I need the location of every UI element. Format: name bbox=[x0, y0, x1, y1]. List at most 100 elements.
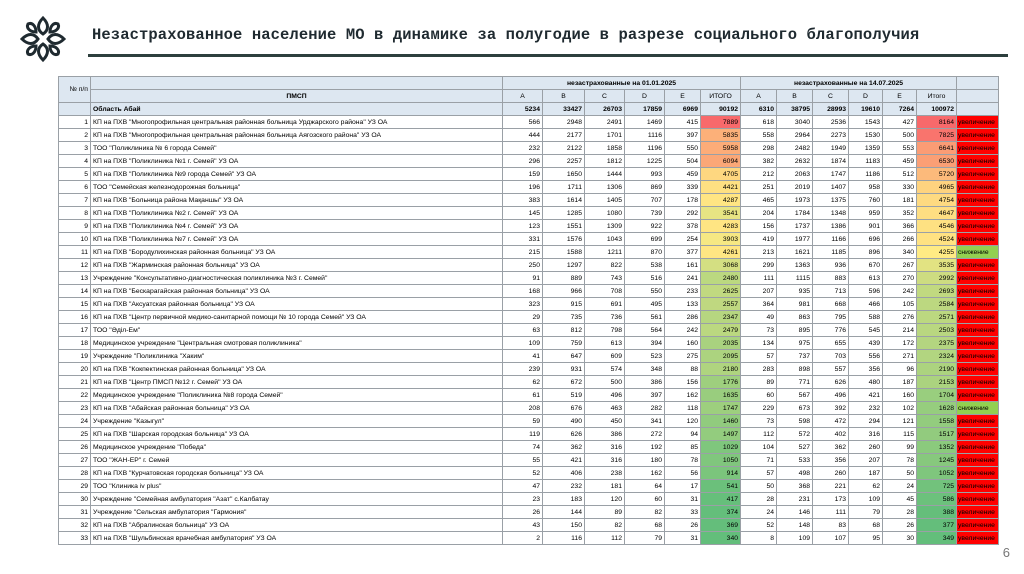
value-jul: 352 bbox=[882, 206, 918, 220]
table-row: 31 Учреждение "Сельская амбулатория "Гарм… bbox=[58, 505, 1000, 519]
value-jan: 459 bbox=[664, 167, 701, 181]
trend-badge: снижение bbox=[956, 245, 1000, 259]
facility-name: Учреждение "Сельская амбулатория "Гармон… bbox=[90, 505, 503, 519]
value-jan: 993 bbox=[624, 167, 665, 181]
value-jan: 798 bbox=[584, 323, 625, 337]
table-row: 21 КП на ПХВ "Центр ПМСП №12 г. Семей" УЗ… bbox=[58, 375, 1000, 389]
total-jul: 2503 bbox=[916, 323, 958, 337]
value-jan: 112 bbox=[584, 531, 625, 545]
value-jan: 59 bbox=[502, 414, 543, 428]
value-jan: 707 bbox=[624, 193, 665, 207]
value-jan: 88 bbox=[664, 362, 701, 376]
value-jan: 29 bbox=[502, 310, 543, 324]
value-jul: 214 bbox=[882, 323, 918, 337]
value-jul: 62 bbox=[848, 479, 884, 493]
table-row: 4 КП на ПХВ "Поликлиника №1 г. Семей" УЗ … bbox=[58, 154, 1000, 168]
value-jan: 415 bbox=[664, 115, 701, 129]
total-jul: 586 bbox=[916, 492, 958, 506]
value-jul: 173 bbox=[812, 492, 850, 506]
value-jul: 78 bbox=[882, 453, 918, 467]
value-jan: 232 bbox=[542, 479, 585, 493]
value-jul: 1737 bbox=[776, 219, 814, 233]
value-jan: 574 bbox=[584, 362, 625, 376]
value-jul: 696 bbox=[848, 232, 884, 246]
value-jan: 561 bbox=[624, 310, 665, 324]
row-number: 25 bbox=[58, 427, 91, 441]
table-row: 33 КП на ПХВ "Шульбинская врачебная амбул… bbox=[58, 531, 1000, 545]
facility-name: Медицинское учреждение "Центральная смот… bbox=[90, 336, 503, 350]
value-jan: 89 bbox=[584, 505, 625, 519]
value-jul: 276 bbox=[882, 310, 918, 324]
total-jul: 1704 bbox=[916, 388, 958, 402]
total-jul: 4965 bbox=[916, 180, 958, 194]
trend-badge: увеличение bbox=[956, 154, 1000, 168]
total-jan: 4705 bbox=[699, 167, 742, 181]
value-jul: 935 bbox=[776, 284, 814, 298]
trend-badge: увеличение bbox=[956, 336, 1000, 350]
value-jul: 465 bbox=[740, 193, 778, 207]
value-jan: 691 bbox=[584, 297, 625, 311]
value-jul: 527 bbox=[776, 440, 814, 454]
value-jul: 1115 bbox=[776, 271, 814, 285]
value-jan: 181 bbox=[584, 479, 625, 493]
table-row: 1 КП на ПХВ "Многопрофильная центральная … bbox=[58, 115, 1000, 129]
total-jul: 2375 bbox=[916, 336, 958, 350]
col-header-name: ПМСП bbox=[90, 89, 503, 103]
value-jul: 26 bbox=[882, 518, 918, 532]
total-jul: 2153 bbox=[916, 375, 958, 389]
value-jan: 79 bbox=[624, 531, 665, 545]
facility-name: ТОО "Әділ-Ем" bbox=[90, 323, 503, 337]
table-row: 7 КП на ПХВ "Больница района Мақаншы" УЗ … bbox=[58, 193, 1000, 207]
total-jul: 2324 bbox=[916, 349, 958, 363]
total-jan: 1029 bbox=[699, 440, 742, 454]
value-jan: 500 bbox=[584, 375, 625, 389]
total-jul: 2584 bbox=[916, 297, 958, 311]
value-jan: 162 bbox=[624, 466, 665, 480]
table-row: 11 КП на ПХВ "Бородулихинская районная бо… bbox=[58, 245, 1000, 259]
value-jan: 17 bbox=[664, 479, 701, 493]
value-jul: 298 bbox=[740, 141, 778, 155]
facility-name: КП на ПХВ "Аксуатская районная больница"… bbox=[90, 297, 503, 311]
value-jan: 566 bbox=[502, 115, 543, 129]
table-row: 19 Учреждение "Поликлиника "Хаким" 41 647 60… bbox=[58, 349, 1000, 363]
value-jul: 49 bbox=[740, 310, 778, 324]
total-jan: 340 bbox=[699, 531, 742, 545]
value-jan: 183 bbox=[542, 492, 585, 506]
value-jan: 120 bbox=[584, 492, 625, 506]
value-jul: 863 bbox=[776, 310, 814, 324]
table-row: 14 КП на ПХВ "Бескарагайская районная бол… bbox=[58, 284, 1000, 298]
total-jan: 541 bbox=[699, 479, 742, 493]
value-jul: 316 bbox=[848, 427, 884, 441]
total-jul: 2190 bbox=[916, 362, 958, 376]
value-jul: 1375 bbox=[812, 193, 850, 207]
value-jul: 737 bbox=[776, 349, 814, 363]
total-jan: 6094 bbox=[699, 154, 742, 168]
trend-badge: увеличение bbox=[956, 258, 1000, 272]
facility-name: Медицинское учреждение "Победа" bbox=[90, 440, 503, 454]
total-jan: 5835 bbox=[699, 128, 742, 142]
value-jul: 109 bbox=[776, 531, 814, 545]
value-jan: 1306 bbox=[584, 180, 625, 194]
value-jul: 936 bbox=[812, 258, 850, 272]
value-jan: 1551 bbox=[542, 219, 585, 233]
value-jan: 1285 bbox=[542, 206, 585, 220]
trend-badge: увеличение bbox=[956, 232, 1000, 246]
value-jan: 386 bbox=[624, 375, 665, 389]
header-row-letters: ПМСП A B C D E ИТОГО A B C D E Итого bbox=[59, 89, 1000, 103]
value-jan: 1043 bbox=[584, 232, 625, 246]
value-jan: 699 bbox=[624, 232, 665, 246]
value-jul: 102 bbox=[882, 401, 918, 415]
total-jan: 3541 bbox=[699, 206, 742, 220]
facility-name: ТОО "Поликлиника № 6 города Семей" bbox=[90, 141, 503, 155]
row-number: 8 bbox=[58, 206, 91, 220]
value-jan: 118 bbox=[664, 401, 701, 415]
value-jul: 356 bbox=[812, 453, 850, 467]
row-number: 13 bbox=[58, 271, 91, 285]
value-jan: 63 bbox=[502, 323, 543, 337]
trend-badge: увеличение bbox=[956, 141, 1000, 155]
value-jan: 292 bbox=[664, 206, 701, 220]
value-jan: 397 bbox=[624, 388, 665, 402]
row-number: 30 bbox=[58, 492, 91, 506]
value-jul: 83 bbox=[812, 518, 850, 532]
value-jan: 931 bbox=[542, 362, 585, 376]
